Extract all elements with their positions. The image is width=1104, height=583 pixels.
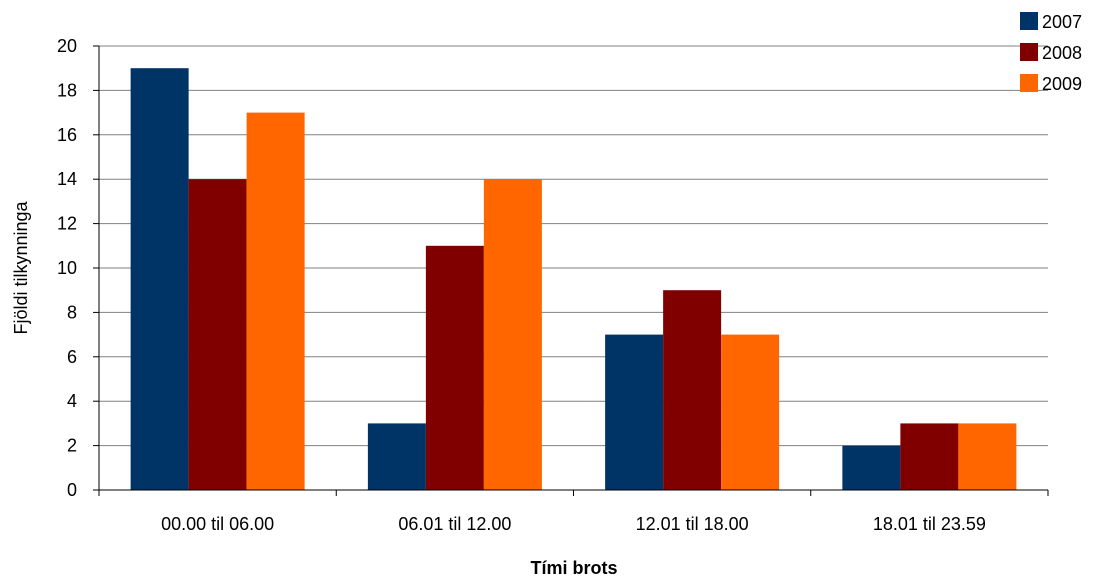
y-axis-title: Fjöldi tilkynninga xyxy=(11,200,31,334)
legend-swatch-2009 xyxy=(1020,74,1038,92)
y-tick-label: 6 xyxy=(67,347,77,367)
bar-2007-1 xyxy=(130,68,189,490)
x-tick-label: 06.01 til 12.00 xyxy=(398,514,511,534)
bar-2009-3 xyxy=(721,334,780,490)
x-tick-label: 18.01 til 23.59 xyxy=(873,514,986,534)
y-tick-labels: 0 2 4 6 8 10 12 14 16 18 20 xyxy=(57,36,99,500)
bar-2007-4 xyxy=(842,445,901,490)
x-tick-label: 12.01 til 18.00 xyxy=(636,514,749,534)
legend-label-2008: 2008 xyxy=(1042,43,1082,63)
bars xyxy=(130,68,1017,490)
y-tick-label: 14 xyxy=(57,169,77,189)
y-tick-label: 8 xyxy=(67,302,77,322)
legend-swatch-2008 xyxy=(1020,43,1038,61)
bar-2008-2 xyxy=(425,245,484,490)
x-tick-labels: 00.00 til 06.00 06.01 til 12.00 12.01 til … xyxy=(98,490,1049,534)
legend-label-2007: 2007 xyxy=(1042,12,1082,32)
x-axis-title: Tími brots xyxy=(530,558,617,578)
y-tick-label: 0 xyxy=(67,480,77,500)
y-tick-label: 12 xyxy=(57,214,77,234)
x-tick-label: 00.00 til 06.00 xyxy=(161,514,274,534)
bar-2009-1 xyxy=(246,112,305,490)
y-tick-label: 20 xyxy=(57,36,77,56)
legend: 2007 2008 2009 xyxy=(1020,12,1082,94)
y-tick-label: 2 xyxy=(67,436,77,456)
bar-2009-2 xyxy=(483,179,542,490)
y-tick-label: 4 xyxy=(67,391,77,411)
bar-2009-4 xyxy=(958,423,1017,490)
y-tick-label: 16 xyxy=(57,125,77,145)
bar-2008-3 xyxy=(663,290,722,490)
bar-2007-3 xyxy=(605,334,664,490)
legend-label-2009: 2009 xyxy=(1042,74,1082,94)
bar-2008-1 xyxy=(188,179,247,490)
legend-swatch-2007 xyxy=(1020,12,1038,30)
y-tick-label: 10 xyxy=(57,258,77,278)
bar-2008-4 xyxy=(900,423,959,490)
bar-2007-2 xyxy=(367,423,426,490)
y-tick-label: 18 xyxy=(57,80,77,100)
